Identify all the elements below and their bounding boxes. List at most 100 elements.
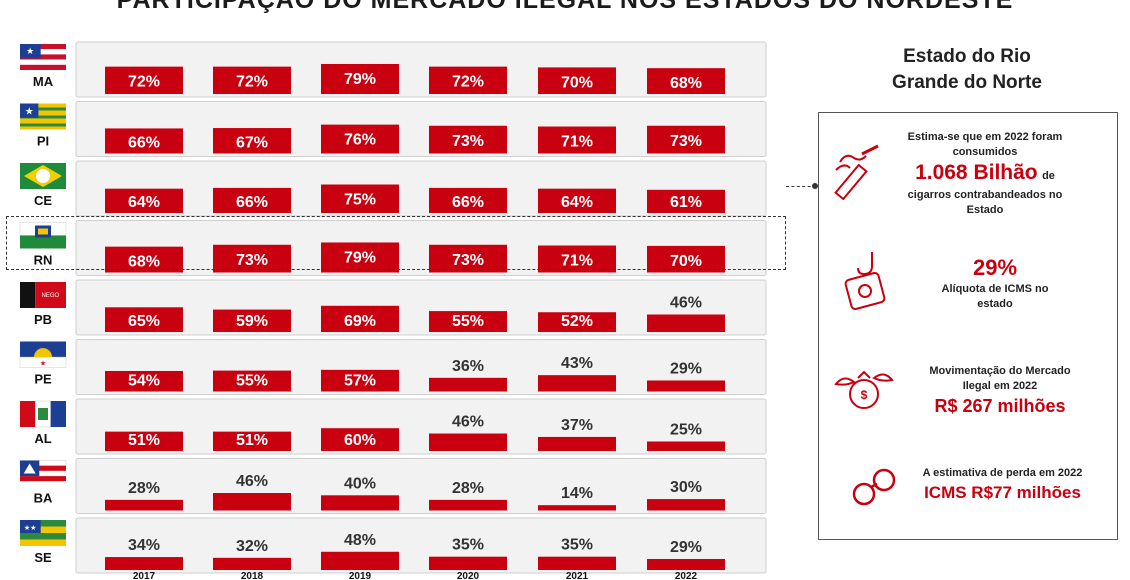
data-label: 76% xyxy=(344,132,376,149)
bar-se-2019 xyxy=(321,551,399,570)
bar-ba-2020 xyxy=(429,499,507,511)
bar-pe-2018 xyxy=(213,370,291,392)
year-label-2021: 2021 xyxy=(566,571,589,580)
data-label: 30% xyxy=(670,479,702,496)
bar-se-2021 xyxy=(538,556,616,570)
bar-chart: ★ MA 72% 72% 79% 72% 70% 68% ★ PI 66% 67% 76% 73% 71% 7… xyxy=(19,41,767,580)
flag-se-stripe xyxy=(20,533,66,540)
flag-pi-canton xyxy=(20,103,39,118)
data-label: 46% xyxy=(670,295,702,312)
state-label-se: SE xyxy=(34,550,52,565)
data-label: 64% xyxy=(128,194,160,211)
state-label-pi: PI xyxy=(37,134,49,149)
state-row-rn: RN 68% 73% 79% 73% 71% 70% xyxy=(19,220,767,276)
data-label: 69% xyxy=(344,313,376,330)
bar-pb-2019 xyxy=(321,305,399,332)
year-label-2018: 2018 xyxy=(241,571,264,580)
bar-pb-2020 xyxy=(429,311,507,332)
state-row-pi: ★ PI 66% 67% 76% 73% 71% 73% xyxy=(20,101,767,157)
data-label: 70% xyxy=(561,74,593,91)
data-label: 25% xyxy=(670,422,702,439)
fact3-value: R$ 267 milhões xyxy=(934,396,1066,416)
data-label: 40% xyxy=(344,475,376,492)
flag-al-blue xyxy=(50,401,66,427)
data-label: 67% xyxy=(236,135,268,152)
bar-rn-2020 xyxy=(429,244,507,273)
bar-ma-2020 xyxy=(429,66,507,94)
flag-ma-stripe xyxy=(20,59,66,65)
fact2-value: 29% xyxy=(972,255,1018,280)
bar-al-2021 xyxy=(538,436,616,451)
flag-al-red xyxy=(20,401,36,427)
bar-ce-2018 xyxy=(213,187,291,213)
bar-pi-2022 xyxy=(647,125,725,154)
data-label: 66% xyxy=(452,194,484,211)
fact2-text1: Alíquota de ICMS no xyxy=(941,283,1049,295)
fact-consumption: Estima-se que em 2022 foram consumidos 1… xyxy=(880,130,1090,218)
data-label: 52% xyxy=(561,313,593,330)
info-panel xyxy=(818,112,1118,540)
bar-rn-2017 xyxy=(105,246,183,273)
fact1-text1: Estima-se que em 2022 foram xyxy=(907,131,1063,143)
bar-ce-2017 xyxy=(105,188,183,213)
fact1-text2: consumidos xyxy=(952,146,1018,158)
data-label: 61% xyxy=(670,194,702,211)
bar-pi-2020 xyxy=(429,125,507,154)
data-label: 28% xyxy=(128,480,160,497)
fact-illegal-market: Movimentação do Mercado Ilegal em 2022 R… xyxy=(895,364,1105,418)
bar-se-2017 xyxy=(105,557,183,570)
bar-ma-2019 xyxy=(321,63,399,94)
data-label: 72% xyxy=(452,74,484,91)
bar-ma-2017 xyxy=(105,66,183,94)
flag-ba-stripe xyxy=(20,481,66,487)
flag-al-emblem xyxy=(38,408,48,420)
fact1-unit: de xyxy=(1042,170,1055,182)
bar-rn-2019 xyxy=(321,242,399,273)
data-label: 79% xyxy=(344,71,376,88)
state-row-al: AL 51% 51% 60% 46% 37% 25% xyxy=(20,398,767,455)
data-label: 29% xyxy=(670,360,702,377)
flag-ba-triangle xyxy=(23,463,36,474)
fact3-text2: Ilegal em 2022 xyxy=(962,380,1038,392)
bar-al-2019 xyxy=(321,428,399,451)
flag-pb-text: NEGO xyxy=(42,293,60,299)
data-label: 43% xyxy=(561,355,593,372)
flag-ma-stripe xyxy=(20,64,66,70)
flag-se-icon: ★★ xyxy=(20,520,66,546)
fact4-text1: A estimativa de perda em 2022 xyxy=(922,467,1083,479)
fact3-text1: Movimentação do Mercado xyxy=(929,365,1071,377)
bar-ba-2019 xyxy=(321,495,399,511)
bar-ma-2022 xyxy=(647,68,725,94)
flag-ma-stripe xyxy=(20,49,66,55)
data-label: 14% xyxy=(561,485,593,502)
flag-ma-stripe xyxy=(20,54,66,60)
data-label: 51% xyxy=(128,432,160,449)
flag-se-stars: ★★ xyxy=(24,524,37,532)
flag-pi-icon: ★ xyxy=(20,103,66,130)
bar-pe-2019 xyxy=(321,369,399,392)
flag-ma-canton xyxy=(20,44,41,59)
bar-pb-2018 xyxy=(213,309,291,332)
flag-ce-icon xyxy=(20,163,66,189)
state-label-pb: PB xyxy=(34,312,52,327)
data-label: 65% xyxy=(128,313,160,330)
fact4-value: ICMS R$77 milhões xyxy=(924,483,1081,502)
flag-ma-icon: ★ xyxy=(20,44,66,70)
data-label: 55% xyxy=(236,373,268,390)
data-label: 46% xyxy=(236,473,268,490)
bar-pb-2021 xyxy=(538,312,616,332)
chart-title: PARTICIPAÇÃO DO MERCADO ILEGAL NOS ESTAD… xyxy=(116,0,1014,14)
data-label: 66% xyxy=(128,135,160,152)
data-label: 55% xyxy=(452,313,484,330)
rn-highlight-box xyxy=(6,216,786,270)
bar-rn-2018 xyxy=(213,244,291,273)
bar-ce-2021 xyxy=(538,188,616,213)
bar-se-2022 xyxy=(647,558,725,570)
bar-al-2018 xyxy=(213,431,291,451)
bar-pe-2017 xyxy=(105,370,183,392)
data-label: 28% xyxy=(452,480,484,497)
bar-ma-2018 xyxy=(213,66,291,94)
data-label: 71% xyxy=(561,134,593,151)
data-label: 71% xyxy=(561,253,593,270)
state-row-ma: ★ MA 72% 72% 79% 72% 70% 68% xyxy=(20,41,767,98)
